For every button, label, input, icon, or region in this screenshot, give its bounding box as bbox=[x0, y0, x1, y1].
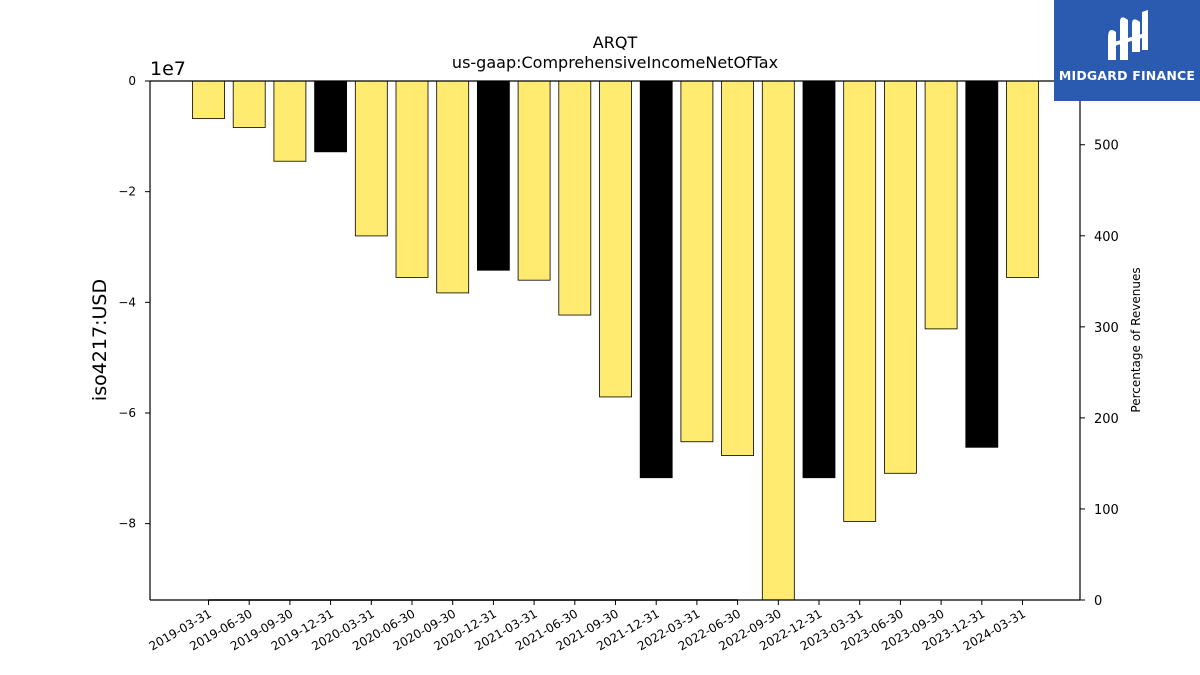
y2-tick-label: 500 bbox=[1094, 139, 1119, 154]
bar-2022-12-31 bbox=[802, 80, 836, 479]
y-tick-label: −4 bbox=[118, 295, 136, 309]
bar-2019-09-30 bbox=[273, 80, 307, 162]
y2-tick-label: 200 bbox=[1094, 412, 1119, 427]
bar-2021-09-30 bbox=[599, 80, 632, 398]
bar-2024-03-31 bbox=[1006, 80, 1039, 278]
bar-2020-12-31 bbox=[476, 80, 510, 271]
y2-tick-label: 300 bbox=[1094, 321, 1119, 336]
y2-tick-label: 0 bbox=[1094, 594, 1102, 609]
bar-2019-03-31 bbox=[192, 80, 225, 120]
brand-mark-icon bbox=[1108, 10, 1148, 60]
y-tick-label: −2 bbox=[118, 185, 136, 199]
bar-2021-12-31 bbox=[639, 80, 673, 479]
y2-tick-label: 400 bbox=[1094, 230, 1119, 245]
bar-2022-09-30 bbox=[761, 80, 795, 601]
bar-2022-06-30 bbox=[721, 80, 754, 456]
y-tick-label: −8 bbox=[118, 517, 136, 531]
y2-axis-label: Percentage of Revenues bbox=[1129, 267, 1143, 412]
y-tick-label: 0 bbox=[128, 74, 136, 88]
bar-2023-09-30 bbox=[924, 80, 958, 330]
chart-title: ARQT bbox=[593, 33, 638, 52]
bar-2021-03-31 bbox=[517, 80, 551, 281]
y-axis-label: iso4217:USD bbox=[89, 279, 111, 401]
bar-2020-09-30 bbox=[436, 80, 470, 294]
bar-2023-06-30 bbox=[884, 80, 917, 474]
bar-2019-06-30 bbox=[232, 80, 266, 128]
y-axis-offset-label: 1e7 bbox=[150, 58, 186, 80]
bar-2023-03-31 bbox=[843, 80, 877, 522]
bar-2021-06-30 bbox=[558, 80, 592, 316]
brand-name: MIDGARD FINANCE bbox=[1058, 68, 1196, 83]
bar-2022-03-31 bbox=[680, 80, 714, 443]
bar-2020-06-30 bbox=[395, 80, 429, 278]
chart-subtitle: us-gaap:ComprehensiveIncomeNetOfTax bbox=[452, 53, 778, 72]
y-tick-label: −6 bbox=[118, 406, 136, 420]
brand-logo: MIDGARD FINANCE bbox=[1054, 0, 1200, 101]
y2-tick-label: 100 bbox=[1094, 503, 1119, 518]
bars-group bbox=[192, 80, 1039, 601]
bar-2019-12-31 bbox=[314, 80, 348, 153]
bar-2023-12-31 bbox=[965, 80, 999, 448]
bar-2020-03-31 bbox=[354, 80, 388, 237]
